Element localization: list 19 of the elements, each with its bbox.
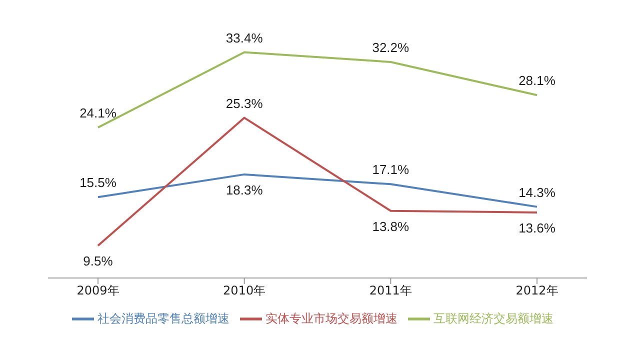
data-label: 32.2%: [372, 40, 410, 55]
data-label: 13.8%: [372, 218, 410, 234]
data-label: 33.4%: [226, 30, 264, 46]
data-label: 9.5%: [83, 254, 114, 269]
x-tick-label: 2011年: [369, 284, 412, 298]
legend-label: 实体专业市场交易额增速: [266, 311, 398, 326]
legend-label: 互联网经济交易额增速: [434, 311, 554, 326]
data-label: 17.1%: [372, 162, 410, 178]
data-label: 14.3%: [518, 184, 556, 200]
x-tick-label: 2010年: [223, 284, 266, 298]
data-label: 24.1%: [80, 106, 117, 121]
x-tick-label: 2012年: [516, 284, 558, 298]
data-label: 18.3%: [226, 182, 264, 198]
data-label: 28.1%: [518, 73, 556, 88]
legend-label: 社会消费品零售总额增速: [98, 311, 230, 326]
data-label: 13.6%: [518, 220, 556, 236]
data-label: 15.5%: [80, 175, 117, 190]
data-label: 25.3%: [226, 96, 264, 111]
x-tick-label: 2009年: [76, 284, 120, 298]
